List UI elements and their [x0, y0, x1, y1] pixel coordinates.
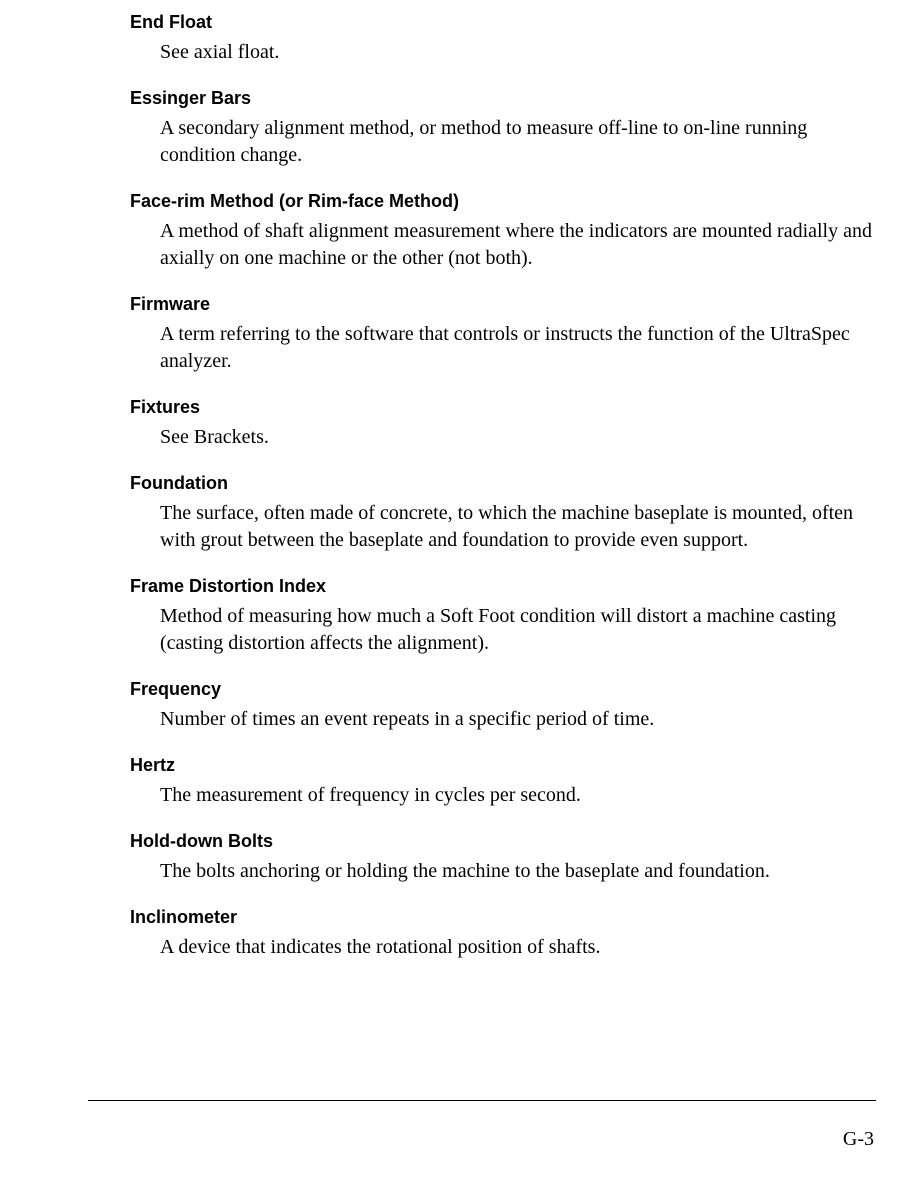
term-label: End Float: [130, 12, 876, 33]
glossary-entry: Essinger Bars A secondary alignment meth…: [130, 88, 876, 169]
term-label: Fixtures: [130, 397, 876, 418]
glossary-entry: Firmware A term referring to the softwar…: [130, 294, 876, 375]
glossary-entry: Face-rim Method (or Rim-face Method) A m…: [130, 191, 876, 272]
definition-text: A term referring to the software that co…: [130, 321, 876, 375]
term-label: Frequency: [130, 679, 876, 700]
definition-text: Number of times an event repeats in a sp…: [130, 706, 876, 733]
term-label: Hold-down Bolts: [130, 831, 876, 852]
definition-text: The bolts anchoring or holding the machi…: [130, 858, 876, 885]
definition-text: The surface, often made of concrete, to …: [130, 500, 876, 554]
term-label: Essinger Bars: [130, 88, 876, 109]
page-number: G-3: [843, 1128, 874, 1151]
glossary-entry: Frame Distortion Index Method of measuri…: [130, 576, 876, 657]
glossary-entry: Hertz The measurement of frequency in cy…: [130, 755, 876, 809]
term-label: Frame Distortion Index: [130, 576, 876, 597]
term-label: Firmware: [130, 294, 876, 315]
footer-divider: [88, 1100, 876, 1101]
definition-text: Method of measuring how much a Soft Foot…: [130, 603, 876, 657]
term-label: Hertz: [130, 755, 876, 776]
glossary-entry: Inclinometer A device that indicates the…: [130, 907, 876, 961]
definition-text: The measurement of frequency in cycles p…: [130, 782, 876, 809]
glossary-entry: End Float See axial float.: [130, 12, 876, 66]
term-label: Foundation: [130, 473, 876, 494]
term-label: Face-rim Method (or Rim-face Method): [130, 191, 876, 212]
definition-text: A device that indicates the rotational p…: [130, 934, 876, 961]
term-label: Inclinometer: [130, 907, 876, 928]
definition-text: A secondary alignment method, or method …: [130, 115, 876, 169]
definition-text: See Brackets.: [130, 424, 876, 451]
glossary-entry: Fixtures See Brackets.: [130, 397, 876, 451]
glossary-entry: Hold-down Bolts The bolts anchoring or h…: [130, 831, 876, 885]
glossary-entry: Foundation The surface, often made of co…: [130, 473, 876, 554]
definition-text: A method of shaft alignment measurement …: [130, 218, 876, 272]
glossary-entry: Frequency Number of times an event repea…: [130, 679, 876, 733]
glossary-content: End Float See axial float. Essinger Bars…: [130, 12, 876, 961]
definition-text: See axial float.: [130, 39, 876, 66]
